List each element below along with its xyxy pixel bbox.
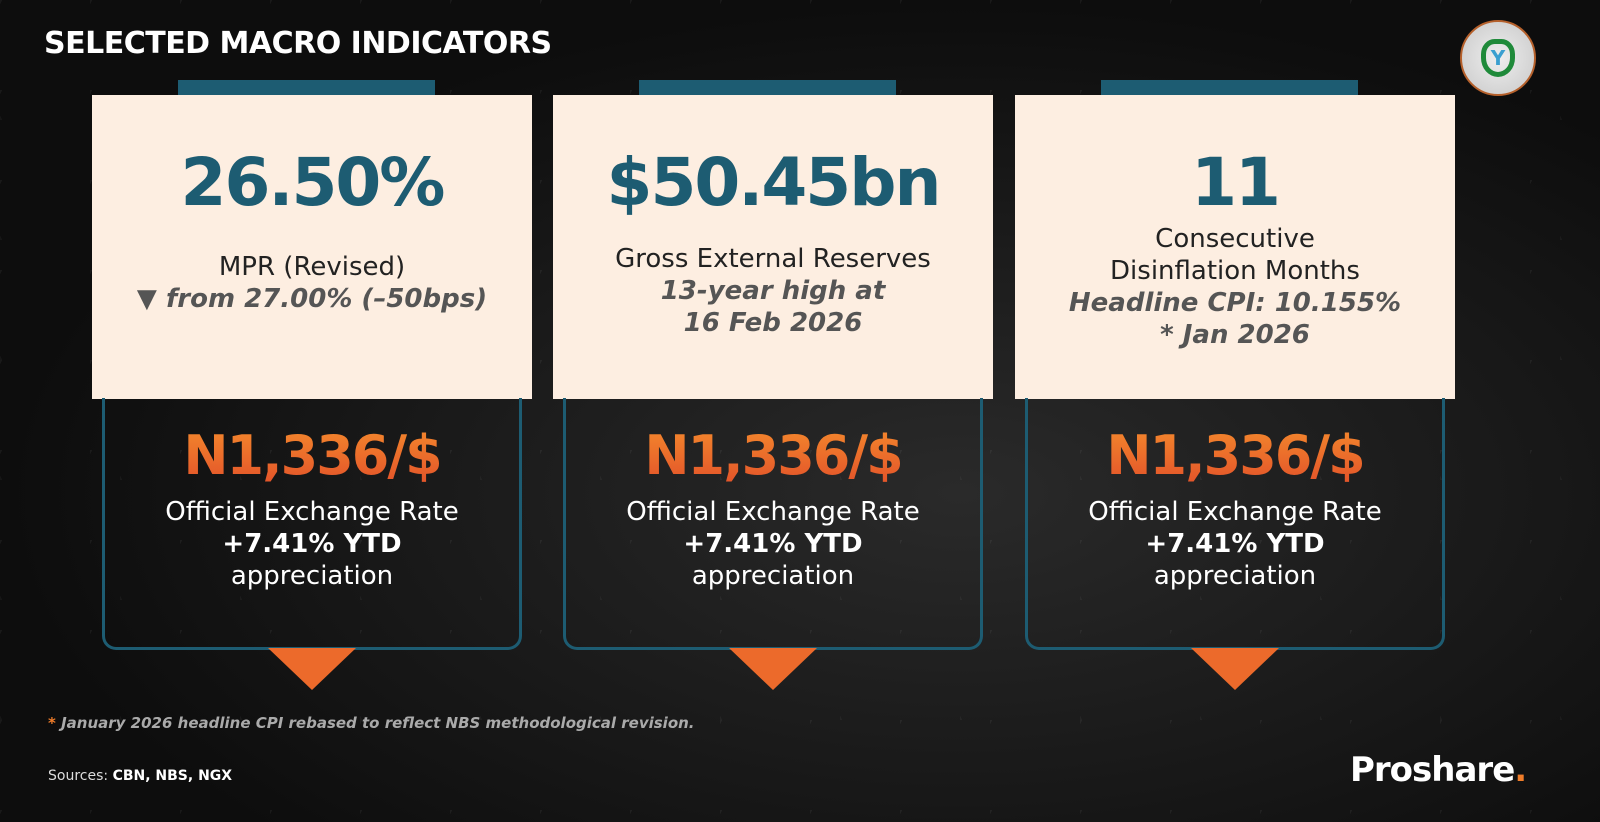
exchange-rate-value: N1,336/$ [105,424,519,488]
proshare-logo: Proshare. [1350,750,1527,790]
exchange-rate-note: appreciation [691,561,855,591]
exchange-rate-label: Official Exchange Rate [1088,497,1382,527]
indicator-value: $50.45bn [606,144,942,221]
indicator-detail: * Jan 2026 [1160,320,1310,350]
exchange-rate-label: Official Exchange Rate [626,497,920,527]
sources: Sources: CBN, NBS, NGX [48,768,233,784]
indicator-detail: 16 Feb 2026 [683,308,863,338]
indicator-label: Gross External Reserves [615,244,931,274]
exchange-rate-panel: N1,336/$ Official Exchange Rate +7.41% Y… [1025,398,1445,650]
triangle-down-icon [268,648,356,690]
triangle-down-icon [1191,648,1279,690]
exchange-rate-note: appreciation [230,561,394,591]
exchange-rate-change: +7.41% YTD [222,529,402,559]
footnote: * January 2026 headline CPI rebased to r… [48,714,695,732]
exchange-rate-label: Official Exchange Rate [165,497,459,527]
indicator-label: MPR (Revised) [218,252,406,282]
indicator-panel: 26.50% MPR (Revised) ▼ from 27.00% (–50b… [92,95,532,399]
exchange-rate-value: N1,336/$ [566,424,980,488]
indicator-panel: 11 Consecutive Disinflation Months Headl… [1015,95,1455,399]
triangle-down-icon [729,648,817,690]
exchange-rate-panel: N1,336/$ Official Exchange Rate +7.41% Y… [102,398,522,650]
exchange-rate-value: N1,336/$ [1028,424,1442,488]
indicator-label: Consecutive Disinflation Months [1110,224,1360,286]
indicator-value: 11 [1191,144,1281,221]
exchange-rate-change: +7.41% YTD [683,529,863,559]
indicator-detail: Headline CPI: 10.155% [1068,288,1402,318]
cbn-logo: Y [1460,20,1536,96]
indicator-value: 26.50% [180,144,446,221]
cbn-emblem-icon: Y [1481,39,1515,77]
indicator-panel: $50.45bn Gross External Reserves 13-year… [553,95,993,399]
exchange-rate-note: appreciation [1153,561,1317,591]
page-title: SELECTED MACRO INDICATORS [44,26,552,61]
indicator-detail: 13-year high at [660,276,886,306]
exchange-rate-panel: N1,336/$ Official Exchange Rate +7.41% Y… [563,398,983,650]
indicator-detail: ▼ from 27.00% (–50bps) [136,284,488,314]
exchange-rate-change: +7.41% YTD [1145,529,1325,559]
